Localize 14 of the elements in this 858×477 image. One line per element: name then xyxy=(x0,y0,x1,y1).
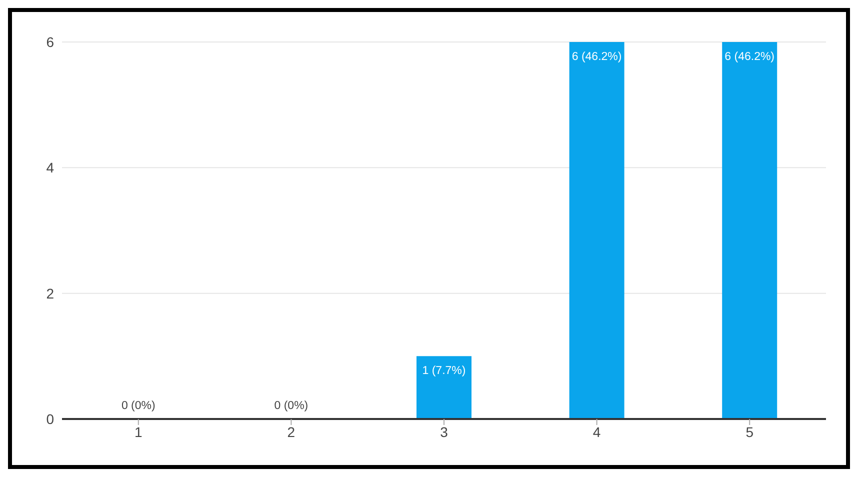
x-tick-label: 5 xyxy=(746,424,754,440)
x-tick-label: 1 xyxy=(134,424,142,440)
data-label: 0 (0%) xyxy=(121,400,156,412)
x-tick-label: 4 xyxy=(592,424,601,440)
y-tick-label: 0 xyxy=(46,410,54,427)
x-tick-label: 2 xyxy=(287,424,296,440)
data-label: 1 (7.7%) xyxy=(422,365,466,378)
y-tick-label: 6 xyxy=(46,34,54,50)
y-tick-label: 4 xyxy=(46,160,54,176)
x-tick-label: 3 xyxy=(440,424,448,440)
y-tick-label: 2 xyxy=(46,285,54,302)
data-label: 0 (0%) xyxy=(274,400,308,412)
data-label: 6 (46.2%) xyxy=(572,51,622,63)
data-label: 6 (46.2%) xyxy=(724,51,775,63)
